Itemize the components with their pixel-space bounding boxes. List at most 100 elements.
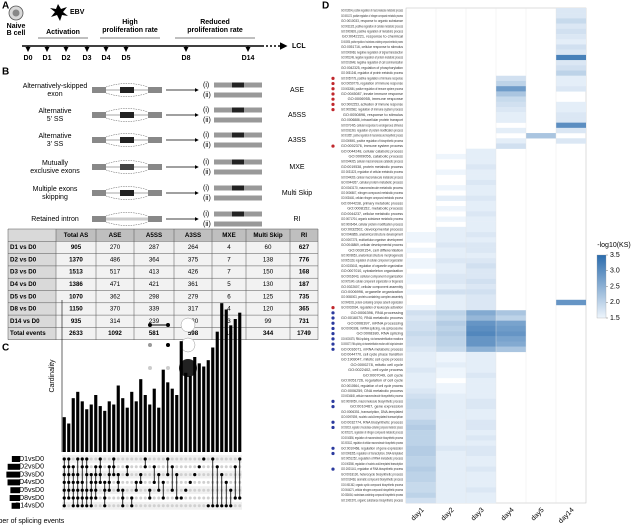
type-name: 5' SS — [47, 116, 64, 123]
row-label: GO:0034645, cellular macromolecule biosy… — [341, 393, 403, 398]
heat-cell — [406, 362, 436, 368]
matrix-dot — [197, 465, 201, 469]
type-name: Alternative — [38, 108, 71, 115]
isoform-label: (ii) — [203, 142, 211, 149]
heat-cell — [436, 320, 466, 327]
heat-cell — [406, 325, 436, 332]
exon — [92, 190, 106, 196]
day-label: D14 — [242, 55, 255, 62]
row-label: GO:0019219, regulation of nucleobase-con… — [341, 424, 403, 429]
matrix-empty — [206, 480, 210, 484]
exon — [120, 87, 134, 93]
day-label: D0 — [24, 55, 33, 62]
matrix-empty — [224, 473, 228, 477]
matrix-dot — [98, 465, 102, 469]
splice-arc — [105, 221, 149, 226]
splice-arc — [105, 160, 149, 165]
isoform-label: (i) — [203, 132, 209, 139]
matrix-empty — [134, 465, 138, 469]
heat-cell — [406, 435, 436, 441]
matrix-dot — [121, 496, 125, 500]
cell: 150 — [263, 269, 274, 276]
heat-cell — [556, 86, 586, 92]
cell-nucleus — [12, 9, 20, 17]
row-marker — [331, 321, 335, 325]
matrix-dot — [166, 457, 170, 461]
exon — [92, 137, 106, 143]
heat-cell — [466, 466, 496, 472]
matrix-empty — [148, 504, 152, 508]
heat-cell — [466, 268, 496, 274]
isoform — [214, 117, 262, 123]
matrix-empty — [193, 480, 197, 484]
row-label: GO:0044238, primary metabolic process — [341, 200, 403, 205]
matrix-stripe — [62, 486, 242, 495]
isoform — [214, 169, 262, 175]
heat-cell — [436, 351, 466, 358]
day-label: D4 — [102, 55, 111, 62]
row-label: GO:1901362, organic cyclic compound bios… — [341, 482, 403, 487]
row-label: GO:0006397, mRNA processing — [347, 320, 403, 325]
heat-cell — [406, 367, 436, 373]
heat-cell — [436, 476, 466, 483]
heat-cell — [466, 310, 496, 316]
heat-cell — [556, 107, 586, 113]
heat-cell — [436, 195, 466, 201]
heat-cell — [466, 341, 496, 347]
heat-cell — [466, 216, 496, 222]
heat-cell — [436, 409, 466, 415]
bar — [76, 391, 80, 452]
matrix-empty — [202, 473, 206, 477]
heat-cell — [466, 377, 496, 384]
matrix-empty — [148, 457, 152, 461]
matrix-empty — [112, 504, 116, 508]
colorbar-title: -log10(KS) — [597, 242, 630, 249]
isoform — [214, 142, 262, 148]
isoform-label: (i) — [203, 211, 209, 218]
matrix-dot — [103, 480, 107, 484]
matrix-empty — [193, 465, 197, 469]
row-label: GO:0002694, regulation of leukocyte acti… — [341, 305, 403, 310]
panel-label: B — [2, 67, 9, 78]
heat-cell — [406, 273, 436, 280]
matrix-empty — [161, 465, 165, 469]
matrix-dot — [89, 488, 93, 492]
column-header: MXE — [222, 232, 235, 239]
type-abbr: A5SS — [288, 112, 306, 119]
heat-cell — [406, 466, 436, 472]
matrix-empty — [170, 457, 174, 461]
heat-cell — [556, 127, 586, 134]
type-name: Mutually — [42, 160, 69, 167]
matrix-dot — [121, 488, 125, 492]
splice-arc — [105, 133, 149, 138]
set-label: D4vsD0 — [19, 479, 44, 486]
bar — [134, 401, 138, 452]
row-marker — [331, 467, 335, 471]
virus-icon — [50, 4, 68, 21]
row-label: GO:0016043, cellular component organizat… — [341, 273, 403, 278]
splice-arc — [105, 212, 149, 217]
matrix-dot — [98, 473, 102, 477]
heat-cell — [466, 148, 496, 155]
heat-cell — [406, 336, 436, 342]
matrix-empty — [103, 465, 107, 469]
row-label: GO:0048869, cellular developmental proce… — [341, 242, 403, 247]
matrix-dot — [85, 504, 89, 508]
matrix-empty — [157, 496, 161, 500]
matrix-empty — [130, 465, 134, 469]
heat-cell — [436, 216, 466, 222]
matrix-empty — [184, 480, 188, 484]
splice-arc — [105, 142, 149, 147]
heat-cell — [436, 383, 466, 389]
heat-cell — [466, 456, 496, 462]
matrix-dot — [94, 465, 98, 469]
heat-cell — [466, 419, 496, 426]
matrix-dot — [76, 480, 80, 484]
row-label: GO:0006955, immune response — [348, 96, 403, 101]
row-label: GO:0009968, negative regulation of signa… — [341, 49, 403, 54]
cell: 361 — [188, 281, 199, 288]
row-label: GO:0071495, cellular response to endogen… — [341, 122, 403, 127]
matrix-dot — [220, 473, 224, 477]
heat-cell — [436, 289, 466, 295]
